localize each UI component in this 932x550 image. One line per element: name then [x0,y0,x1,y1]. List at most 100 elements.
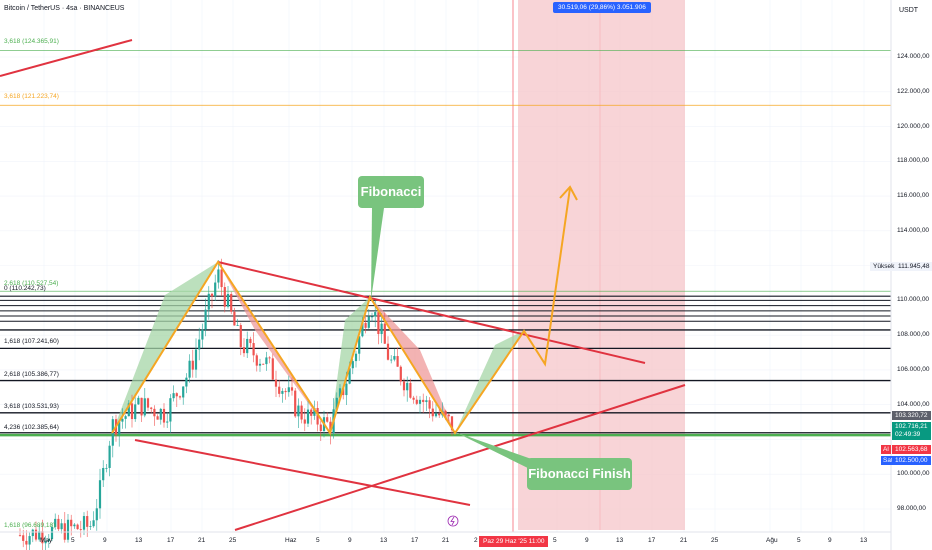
date-tick: 2 [474,537,478,544]
candle-body [105,467,108,469]
date-tick: 25 [711,537,719,544]
candle-body [66,519,70,540]
candle-body [50,526,54,540]
candle-body [95,508,98,521]
candle-body [236,325,239,326]
date-tick: Haz [285,537,297,544]
candle-body [70,519,73,527]
candle-body [428,400,431,409]
candle-body [402,381,406,391]
candle-body [252,343,255,356]
price-tick: 120.000,00 [897,122,930,130]
candle-body [284,390,287,393]
candles [18,258,454,550]
candle-body [310,409,313,416]
candle-body [89,526,92,527]
candle-body [60,523,63,530]
candle-body [329,421,332,434]
candle-body [255,355,258,366]
measure-info-box: 30.519,06 (29,86%) 3.051.906 [553,2,651,13]
bid-tag: Al [881,445,891,454]
candle-body [217,269,220,283]
candle-body [297,405,300,417]
date-tick: 5 [316,537,320,544]
last-price-pill: 103.320,72 [892,411,931,420]
selected-date-pill: Paz 29 Haz '25 11:00 [479,536,549,547]
candle-body [57,518,60,530]
price-tick: 116.000,00 [897,192,930,200]
candle-body [31,529,34,537]
candle-body [185,377,188,387]
price-tick: 118.000,00 [897,157,930,165]
bid-price-pill: 102.563,68 [892,445,931,454]
candle-body [335,397,338,410]
candle-body [354,353,358,362]
candle-body [25,540,28,545]
candle-body [242,347,246,354]
candle-body [18,535,22,536]
current-price-value: 102.716,21 [895,423,928,430]
candle-body [262,363,265,365]
candle-body [146,398,150,408]
price-tick: 122.000,00 [897,87,930,95]
candle-body [47,539,50,542]
candle-body [412,397,415,400]
date-tick: 9 [828,537,832,544]
candle-body [98,480,102,509]
price-tick: 100.000,00 [897,470,930,478]
candle-body [294,390,297,417]
date-tick: 25 [229,537,237,544]
candle-body [444,410,447,415]
lightning-icon [447,515,459,527]
candle-body [393,356,396,360]
candle-body [226,293,230,307]
candle-body [377,312,380,335]
candle-body [118,421,121,435]
candle-body [214,282,217,297]
candle-body [54,518,57,527]
candle-body [306,409,310,424]
candle-body [178,396,182,398]
candle-body [319,424,322,431]
candle-body [207,293,210,310]
date-tick: 5 [71,537,75,544]
date-tick: 13 [380,537,388,544]
candle-body [409,382,412,398]
candle-body [121,418,124,422]
candle-body [223,287,226,307]
candle-body [380,323,383,335]
candle-body [396,356,399,367]
symbol-title[interactable]: Bitcoin / TetherUS · 4sa · BINANCEUS [4,5,125,12]
candle-body [156,416,159,420]
candle-body [169,398,172,422]
candle-body [383,323,386,344]
red-trendline-0 [0,39,133,77]
candle-body [41,531,44,544]
candle-body [303,419,306,424]
candle-body [386,343,390,360]
candle-body [172,393,175,399]
candle-body [390,359,393,361]
candle-body [450,416,454,431]
date-tick: 13 [860,537,868,544]
countdown-value: 02:49:39 [895,431,921,438]
date-tick: 5 [553,537,557,544]
candle-body [102,467,105,481]
candle-body [34,529,38,540]
date-tick: 13 [616,537,624,544]
candle-body [44,541,47,544]
candle-body [130,403,134,420]
candle-body [271,358,274,380]
red-trendline-3 [234,384,686,531]
candle-body [108,445,111,468]
date-tick: May [40,537,53,544]
candle-body [313,407,316,416]
candle-body [338,388,342,398]
projected-path-arrowhead [559,185,578,201]
candle-body [274,379,278,387]
candle-body [233,311,236,326]
candle-body [431,408,434,417]
candle-body [268,357,271,359]
candle-body [374,312,377,317]
